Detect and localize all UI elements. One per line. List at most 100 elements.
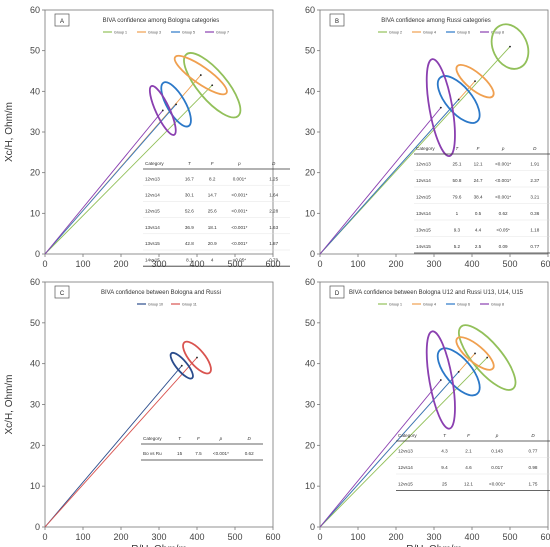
panel-title: BIVA confidence among Bologna categories: [103, 18, 220, 24]
panel-C: 0 100 200 300 400 500 600 0 10 20 30 40 50 60 R/H, Ohm…: [4, 277, 281, 547]
table-cell: <0.001*: [231, 241, 247, 246]
x-tick-label: 200: [113, 259, 128, 269]
legend-label: Group 1: [114, 30, 127, 34]
table-cell: 38.4: [474, 195, 483, 200]
y-tick-label: 50: [305, 318, 315, 328]
table-cell: 25.6: [208, 209, 217, 214]
vector-line: [44, 110, 164, 255]
y-tick-label: 50: [30, 46, 40, 56]
legend-label: Group 10: [148, 302, 163, 306]
confidence-ellipse: [148, 85, 177, 136]
y-tick-label: 50: [30, 318, 40, 328]
panel-A: 0 100 200 300 400 500 600 0 10 20 30 40 50 60 Xc/H, Oh…: [4, 5, 290, 269]
table-cell: 52.6: [185, 209, 194, 214]
table-cell: 1.91: [530, 162, 539, 167]
vector-line: [44, 104, 177, 255]
legend-label: Group 2: [389, 30, 402, 34]
x-axis-label: R/H, Ohm/m: [131, 544, 187, 547]
table-cell: 0.36: [530, 211, 539, 216]
table-header: p: [219, 436, 223, 441]
confidence-ellipse: [425, 58, 456, 157]
table-cell: 0.09: [499, 244, 508, 249]
table-cell: 12.1: [464, 482, 473, 487]
table-cell: 1.75: [529, 482, 538, 487]
panel-letter-box: [329, 285, 345, 299]
y-axis-label: Xc/H, Ohm/m: [4, 374, 15, 434]
ellipse-center: [161, 109, 164, 112]
x-tick-label: 500: [227, 259, 242, 269]
legend-label: Group 6: [457, 30, 470, 34]
x-tick-label: 600: [540, 532, 550, 542]
x-tick-label: 200: [388, 532, 403, 542]
x-tick-label: 600: [265, 532, 280, 542]
y-tick-label: 0: [310, 522, 315, 532]
table-cell: 1.63: [269, 225, 278, 230]
y-tick-label: 10: [30, 208, 40, 218]
confidence-ellipse: [458, 324, 517, 391]
x-tick-label: 0: [317, 259, 322, 269]
x-tick-label: 400: [464, 259, 479, 269]
table-header: p: [237, 161, 241, 166]
y-tick-label: 0: [35, 522, 40, 532]
table-cell: 42.8: [185, 241, 194, 246]
ellipse-center: [439, 379, 442, 381]
x-tick-label: 0: [317, 532, 322, 542]
ellipse-center: [180, 364, 183, 367]
table-cell: 12vs13: [416, 162, 431, 167]
table-cell: 12vs15: [416, 195, 431, 200]
table-cell: 36.9: [185, 225, 194, 230]
y-tick-label: 20: [30, 168, 40, 178]
table-header: Category: [143, 436, 162, 441]
table-cell: 0.5: [475, 211, 482, 216]
legend-label: Group 1: [389, 302, 402, 306]
legend-label: Group 4: [423, 302, 436, 306]
table-cell: 1.87: [269, 241, 278, 246]
table-cell: 4.4: [475, 228, 482, 233]
confidence-ellipse: [183, 52, 242, 119]
table-cell: 9.3: [454, 228, 461, 233]
legend-label: Group 5: [182, 30, 195, 34]
panel-title: BIVA confidence between Bologna U12 and …: [349, 290, 524, 296]
y-tick-label: 30: [305, 400, 315, 410]
table-cell: <0.001*: [489, 482, 505, 487]
table-cell: <0.001*: [495, 178, 511, 183]
ellipse-center: [457, 98, 460, 101]
x-tick-label: 400: [464, 532, 479, 542]
panel-B: 0 100 200 300 400 500 600 0 10 20 30 40 50 60 B BIVA co…: [305, 5, 550, 269]
table-cell: 0.143: [491, 449, 503, 454]
table-cell: 12vs15: [398, 482, 413, 487]
x-tick-label: 400: [189, 532, 204, 542]
y-tick-label: 0: [35, 249, 40, 259]
legend-label: Group 3: [148, 30, 161, 34]
confidence-ellipse: [436, 75, 481, 124]
table-cell: 5.2: [454, 244, 461, 249]
table-cell: Bo vs Ru: [143, 451, 162, 456]
ellipse-center: [486, 356, 489, 359]
table-cell: 0.001*: [233, 176, 246, 181]
y-tick-label: 40: [305, 86, 315, 96]
table-header: T: [456, 146, 460, 151]
x-tick-label: 500: [227, 532, 242, 542]
x-tick-label: 500: [502, 532, 517, 542]
ellipse-center: [196, 356, 198, 359]
vector-line: [319, 371, 460, 528]
ellipse-center: [457, 370, 460, 373]
table-cell: 0.77: [529, 449, 538, 454]
panel-letter-box: [54, 285, 70, 299]
table-cell: 50.8: [452, 178, 461, 183]
y-tick-label: 0: [310, 249, 315, 259]
panel-letter: C: [60, 291, 65, 297]
table-cell: 25: [442, 482, 448, 487]
legend-label: Group 11: [182, 302, 197, 306]
y-tick-label: 30: [305, 127, 315, 137]
y-axis-label: Xc/H, Ohm/m: [4, 102, 15, 162]
table-cell: 14vs15: [416, 244, 431, 249]
table-cell: <0.001*: [231, 225, 247, 230]
y-tick-label: 60: [30, 5, 40, 15]
table-cell: 12.1: [474, 162, 483, 167]
table-cell: 12vs13: [145, 176, 160, 181]
confidence-ellipse: [425, 330, 456, 430]
table-cell: 14.7: [208, 193, 217, 198]
table-cell: 1: [456, 211, 459, 216]
